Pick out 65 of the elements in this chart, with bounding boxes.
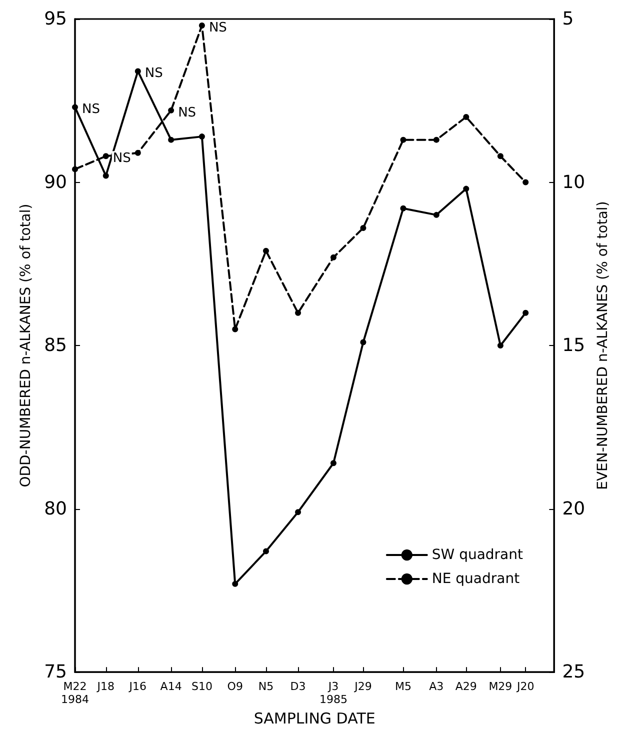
point: [400, 205, 406, 212]
legend-label: NE quadrant: [432, 571, 520, 587]
y-tick-label: 85: [44, 335, 67, 356]
x-tick-label: J20: [516, 680, 534, 694]
x-tick-label: M5: [394, 680, 412, 694]
y2-tick-label: 5: [562, 8, 574, 30]
x-tick-label: N5: [258, 680, 274, 694]
annotation: NS: [112, 151, 131, 166]
point: [463, 114, 470, 120]
x-tick-label: J29: [354, 680, 372, 694]
point: [360, 224, 366, 231]
x-tick-label: M22 1984: [61, 680, 89, 706]
x-axis-title: SAMPLING DATE: [254, 710, 376, 728]
annotation: NS: [82, 102, 100, 118]
point: [295, 509, 302, 516]
y-axis-title: ODD-NUMBERED n-ALKANES (% of total): [18, 204, 34, 488]
y2-tick-label: 15: [562, 335, 586, 356]
y-tick-label: 95: [44, 8, 67, 30]
x-tick-label: A29: [455, 680, 477, 694]
point: [134, 150, 141, 156]
point: [433, 212, 440, 218]
x-tick-label: A14: [160, 680, 182, 694]
x-tick-label: M29: [488, 680, 512, 694]
annotation: NS: [178, 105, 196, 120]
y2-tick-label: 25: [562, 662, 586, 683]
point: [295, 310, 302, 316]
y2-axis-title: EVEN-NUMBERED n-ALKANES (% of total): [595, 201, 611, 490]
point: [102, 172, 109, 179]
annotation: NS: [144, 66, 163, 82]
point: [198, 134, 205, 140]
point: [232, 580, 238, 587]
point: [263, 248, 269, 254]
point: [330, 460, 336, 466]
point: [72, 166, 78, 172]
x-tick-label: A3: [429, 680, 444, 694]
point: [497, 153, 504, 160]
point: [497, 342, 504, 349]
y-tick-label: 90: [44, 172, 67, 193]
annotation: NS: [208, 20, 227, 36]
point: [360, 339, 366, 346]
x-tick-label: O9: [227, 680, 243, 694]
point: [463, 186, 470, 192]
point: [168, 107, 174, 114]
point: [102, 153, 109, 160]
y2-tick-label: 10: [562, 172, 586, 193]
x-tick-label: J16: [128, 680, 147, 694]
x-tick-label: J3 1985: [319, 680, 348, 706]
point: [134, 68, 141, 74]
point: [232, 326, 238, 332]
point: [198, 22, 205, 29]
y-tick-label: 80: [44, 498, 67, 520]
y-tick-label: 75: [44, 662, 67, 683]
x-tick-label: D3: [290, 680, 306, 694]
point: [330, 254, 336, 260]
point: [522, 179, 529, 186]
x-tick-label: S10: [191, 680, 212, 694]
point: [400, 136, 406, 143]
x-tick-label: J18: [96, 680, 115, 694]
point: [263, 548, 269, 554]
y2-tick-label: 20: [562, 498, 586, 520]
point: [522, 310, 529, 316]
point: [433, 136, 440, 143]
point: [168, 136, 174, 143]
legend-label: SW quadrant: [432, 547, 524, 563]
point: [72, 104, 78, 110]
